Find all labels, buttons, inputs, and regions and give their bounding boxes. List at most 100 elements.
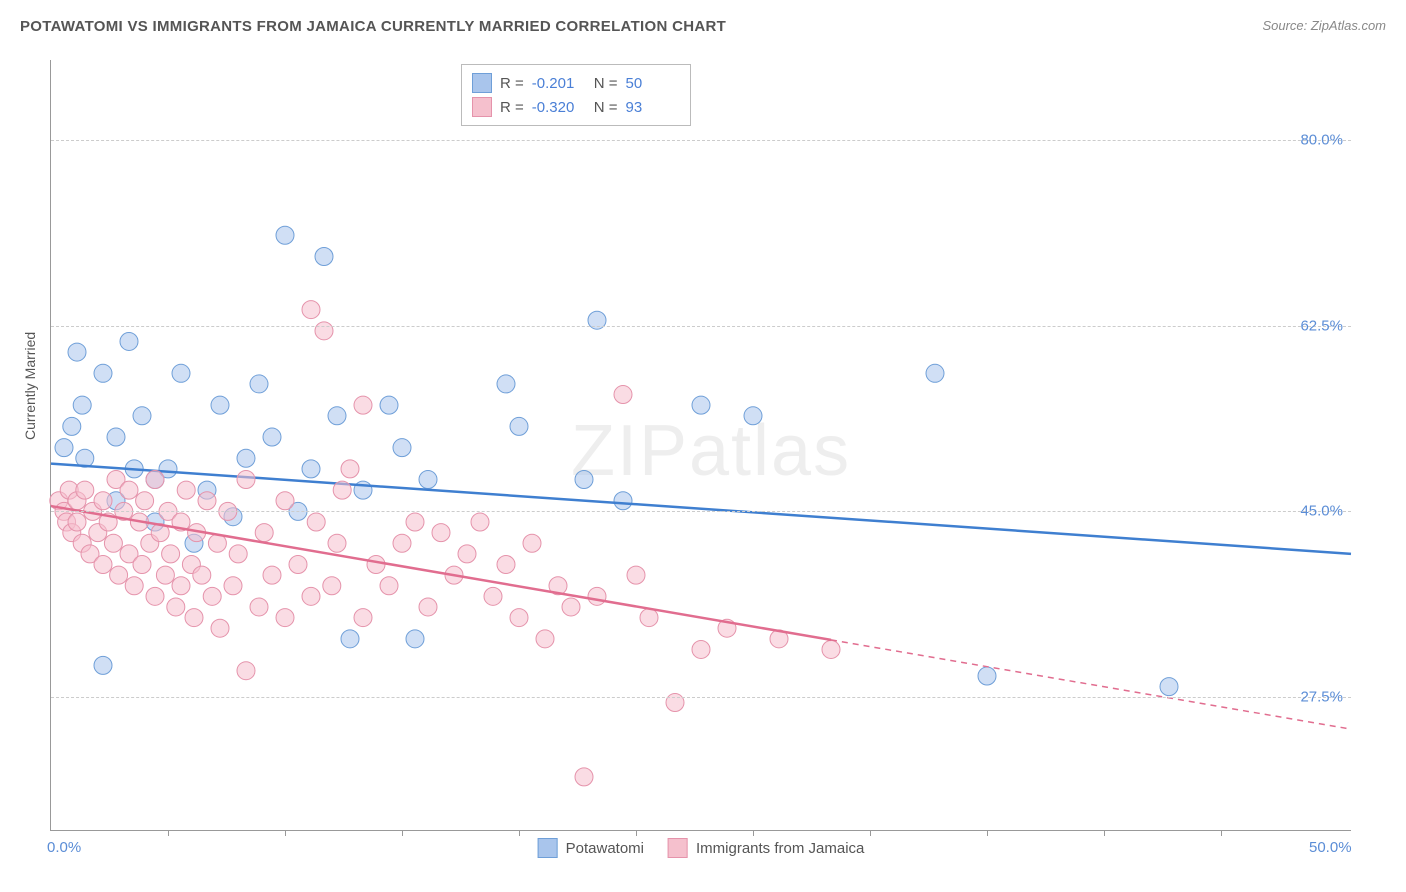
- gridline: [51, 511, 1351, 512]
- y-axis-label: Currently Married: [22, 332, 38, 440]
- data-point: [94, 555, 112, 573]
- data-point: [419, 598, 437, 616]
- data-point: [406, 513, 424, 531]
- gridline: [51, 697, 1351, 698]
- data-point: [627, 566, 645, 584]
- data-point: [125, 577, 143, 595]
- y-tick-label: 27.5%: [1300, 689, 1343, 706]
- data-point: [458, 545, 476, 563]
- data-point: [133, 407, 151, 425]
- data-point: [104, 534, 122, 552]
- data-point: [133, 555, 151, 573]
- x-tick: [636, 830, 637, 836]
- data-point: [393, 534, 411, 552]
- x-tick: [870, 830, 871, 836]
- data-point: [354, 609, 372, 627]
- data-point: [73, 396, 91, 414]
- data-point: [276, 609, 294, 627]
- legend-item: Immigrants from Jamaica: [668, 838, 864, 858]
- data-point: [63, 417, 81, 435]
- data-point: [237, 662, 255, 680]
- data-point: [328, 407, 346, 425]
- chart-plot-area: ZIPatlas R = -0.201 N = 50 R = -0.320 N …: [50, 60, 1351, 831]
- scatter-svg: [51, 60, 1351, 830]
- data-point: [136, 492, 154, 510]
- data-point: [367, 555, 385, 573]
- data-point: [120, 481, 138, 499]
- data-point: [76, 481, 94, 499]
- data-point: [229, 545, 247, 563]
- data-point: [162, 545, 180, 563]
- gridline: [51, 140, 1351, 141]
- data-point: [341, 630, 359, 648]
- data-point: [562, 598, 580, 616]
- legend-label: Potawatomi: [566, 840, 644, 857]
- swatch-icon: [668, 838, 688, 858]
- data-point: [315, 247, 333, 265]
- data-point: [146, 587, 164, 605]
- data-point: [276, 226, 294, 244]
- data-point: [110, 566, 128, 584]
- data-point: [172, 364, 190, 382]
- data-point: [55, 439, 73, 457]
- data-point: [302, 301, 320, 319]
- data-point: [302, 587, 320, 605]
- data-point: [978, 667, 996, 685]
- data-point: [575, 471, 593, 489]
- data-point: [307, 513, 325, 531]
- data-point: [536, 630, 554, 648]
- bottom-legend: Potawatomi Immigrants from Jamaica: [538, 838, 865, 858]
- data-point: [692, 396, 710, 414]
- data-point: [523, 534, 541, 552]
- x-tick: [285, 830, 286, 836]
- y-tick-label: 45.0%: [1300, 503, 1343, 520]
- data-point: [822, 640, 840, 658]
- data-point: [193, 566, 211, 584]
- data-point: [328, 534, 346, 552]
- data-point: [614, 386, 632, 404]
- data-point: [211, 619, 229, 637]
- x-tick: [987, 830, 988, 836]
- data-point: [640, 609, 658, 627]
- data-point: [198, 492, 216, 510]
- data-point: [68, 343, 86, 361]
- y-tick-label: 80.0%: [1300, 131, 1343, 148]
- data-point: [497, 375, 515, 393]
- data-point: [393, 439, 411, 457]
- data-point: [744, 407, 762, 425]
- data-point: [68, 513, 86, 531]
- data-point: [510, 417, 528, 435]
- data-point: [167, 598, 185, 616]
- data-point: [263, 428, 281, 446]
- data-point: [211, 396, 229, 414]
- x-tick: [168, 830, 169, 836]
- data-point: [333, 481, 351, 499]
- data-point: [237, 471, 255, 489]
- x-tick: [1104, 830, 1105, 836]
- data-point: [497, 555, 515, 573]
- data-point: [263, 566, 281, 584]
- y-tick-label: 62.5%: [1300, 317, 1343, 334]
- x-tick: [1221, 830, 1222, 836]
- data-point: [380, 577, 398, 595]
- data-point: [510, 609, 528, 627]
- data-point: [94, 492, 112, 510]
- x-tick-label: 50.0%: [1309, 839, 1352, 856]
- chart-title: POTAWATOMI VS IMMIGRANTS FROM JAMAICA CU…: [20, 18, 726, 35]
- data-point: [289, 555, 307, 573]
- legend-label: Immigrants from Jamaica: [696, 840, 864, 857]
- data-point: [185, 609, 203, 627]
- data-point: [302, 460, 320, 478]
- x-tick: [753, 830, 754, 836]
- data-point: [588, 587, 606, 605]
- data-point: [156, 566, 174, 584]
- swatch-icon: [538, 838, 558, 858]
- data-point: [341, 460, 359, 478]
- data-point: [146, 471, 164, 489]
- x-tick: [519, 830, 520, 836]
- data-point: [419, 471, 437, 489]
- data-point: [484, 587, 502, 605]
- data-point: [250, 598, 268, 616]
- data-point: [1160, 678, 1178, 696]
- data-point: [237, 449, 255, 467]
